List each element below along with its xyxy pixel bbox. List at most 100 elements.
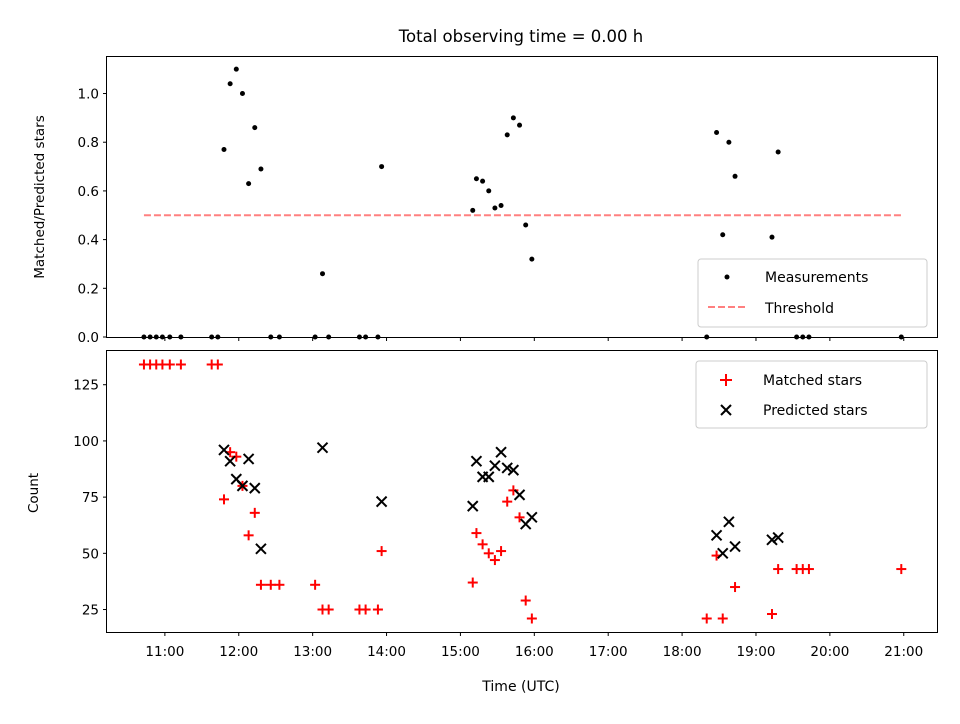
measurement-point (480, 178, 486, 184)
top-panel: Matched/Predicted stars 0.0 0.2 0.4 0.6 0.8 1… (32, 56, 938, 346)
matched-star-point (274, 579, 285, 590)
matched-star-point (231, 451, 242, 462)
measurement-point (510, 115, 516, 121)
matched-star-point (803, 564, 814, 575)
measurement-point (221, 147, 227, 153)
predicted-star-point (710, 529, 723, 542)
measurement-point (486, 188, 492, 194)
predicted-star-point (717, 547, 729, 560)
bottom-legend-box (695, 360, 928, 429)
matched-star-point (372, 604, 383, 615)
predicted-star-point (316, 441, 329, 454)
measurement-point (498, 203, 504, 209)
measurement-point (246, 181, 252, 187)
predicted-star-point (495, 446, 507, 458)
x-tick-label: 13:00 (293, 644, 332, 660)
predicted-star-point (255, 543, 267, 555)
x-axis-label: Time (UTC) (481, 679, 559, 695)
x-tick-label: 19:00 (737, 644, 776, 660)
predicted-star-point (501, 462, 513, 474)
measurement-point (775, 149, 781, 155)
matched-star-point (496, 546, 507, 557)
x-tick-label: 17:00 (589, 644, 628, 660)
matched-star-point (766, 609, 777, 620)
matched-star-point (249, 507, 260, 518)
measurement-point (726, 139, 732, 145)
bottom-x-ticks: 11:00 12:00 13:00 14:00 15:00 16:00 17:00 18:00… (145, 632, 923, 660)
measurement-point (720, 232, 726, 238)
x-tick-label: 20:00 (810, 644, 849, 660)
matched-star-point (376, 546, 387, 557)
top-y-ticks: 0.0 0.2 0.4 0.6 0.8 1.0 (78, 87, 107, 346)
predicted-star-point (218, 444, 230, 456)
predicted-star-point (467, 500, 479, 512)
matched-star-point (323, 604, 334, 615)
bottom-ylabel: Count (26, 473, 42, 513)
matched-star-point (310, 579, 321, 590)
matched-star-point (502, 496, 513, 507)
matched-star-point (471, 528, 482, 539)
x-tick-label: 14:00 (367, 644, 406, 660)
matched-star-point (514, 512, 525, 523)
top-ytick-label: 0.4 (78, 233, 99, 249)
matched-star-point (477, 539, 488, 550)
measurement-point (233, 66, 239, 72)
bottom-ytick-label: 125 (73, 378, 99, 394)
bottom-legend: Matched stars Predicted stars (695, 360, 928, 429)
measurement-point (492, 205, 498, 211)
legend-measurements-marker (724, 274, 730, 280)
measurement-point (732, 173, 738, 179)
predicted-star-point (242, 453, 255, 465)
top-legend: Measurements Threshold (697, 258, 928, 328)
top-ylabel: Matched/Predicted stars (32, 115, 48, 278)
top-ytick-label: 0.8 (78, 135, 99, 151)
matched-star-point (701, 613, 712, 624)
measurement-point (769, 234, 775, 240)
matched-star-point (164, 359, 175, 370)
figure-title: Total observing time = 0.00 h (398, 27, 643, 46)
matched-star-point (360, 604, 371, 615)
top-ytick-label: 1.0 (78, 87, 99, 103)
legend-matched-label: Matched stars (763, 373, 862, 389)
top-marks (141, 66, 904, 340)
matched-star-point (212, 359, 223, 370)
matched-star-point (255, 579, 266, 590)
top-ytick-label: 0.6 (78, 184, 99, 200)
top-plot-frame (106, 56, 938, 338)
matched-star-point (730, 582, 741, 593)
bottom-ytick-label: 75 (82, 490, 99, 506)
measurement-point (258, 166, 264, 172)
matched-star-point (717, 613, 728, 624)
predicted-star-point (513, 489, 526, 501)
predicted-star-point (224, 455, 236, 467)
predicted-star-point (470, 455, 483, 467)
legend-matched-marker (720, 374, 732, 386)
top-ytick-label: 0.2 (78, 281, 99, 297)
matched-star-point (243, 530, 254, 541)
measurement-point (227, 81, 233, 87)
measurement-point (320, 271, 326, 277)
measurement-point (473, 176, 479, 182)
matched-star-point (896, 564, 907, 575)
x-tick-label: 15:00 (441, 644, 480, 660)
measurement-point (239, 91, 245, 97)
x-tick-label: 18:00 (663, 644, 702, 660)
matched-star-point (175, 359, 186, 370)
measurement-point (529, 256, 535, 262)
predicted-star-point (772, 531, 784, 544)
predicted-star-point (483, 471, 495, 483)
matched-star-point (483, 548, 494, 559)
matched-star-point (526, 613, 537, 624)
predicted-star-point (526, 511, 538, 524)
matched-star-point (520, 595, 531, 606)
predicted-star-point (729, 540, 741, 553)
measurement-point (714, 129, 720, 135)
matched-star-point (773, 564, 784, 575)
x-tick-label: 11:00 (145, 644, 184, 660)
legend-predicted-label: Predicted stars (763, 403, 868, 419)
matched-star-point (508, 485, 519, 496)
predicted-star-point (489, 459, 501, 472)
matched-star-point (489, 555, 500, 566)
top-ytick-label: 0.0 (78, 330, 99, 346)
